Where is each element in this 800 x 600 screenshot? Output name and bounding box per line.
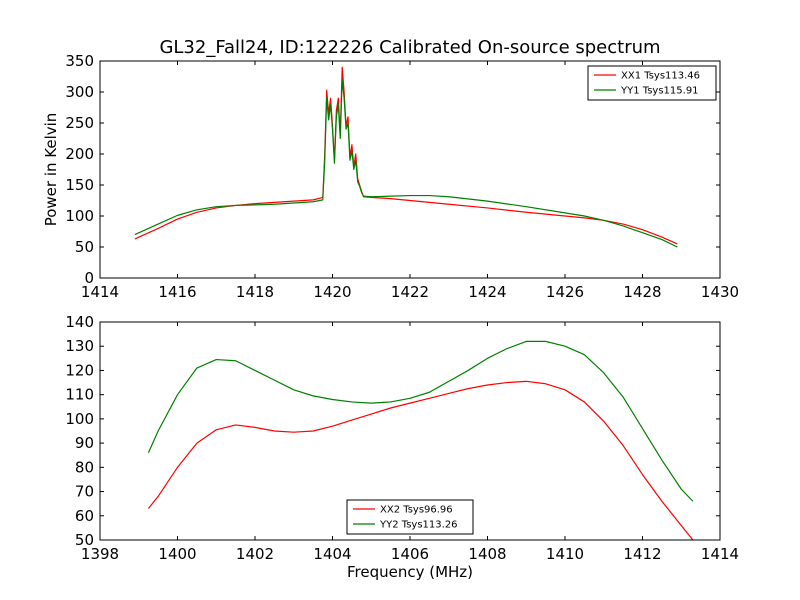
top-x-tick-label: 1420 bbox=[313, 283, 351, 301]
bottom-x-tick-label: 1408 bbox=[468, 545, 506, 563]
bottom-chart: 1398 1400 1402 1404 1406 1408 1410 1412 1414 50 60… bbox=[65, 313, 739, 581]
bottom-x-tick-label: 1398 bbox=[81, 545, 119, 563]
top-x-tick-label: 1418 bbox=[236, 283, 274, 301]
bottom-x-tick-label: 1400 bbox=[158, 545, 196, 563]
bottom-x-axis-label: Frequency (MHz) bbox=[347, 563, 473, 581]
bottom-legend: XX2 Tsys96.96 YY2 Tsys113.26 bbox=[346, 499, 474, 535]
bottom-y-tick-label: 90 bbox=[75, 434, 94, 452]
bottom-x-tick-label: 1414 bbox=[701, 545, 739, 563]
bottom-y-tick-label: 120 bbox=[65, 361, 94, 379]
bottom-x-tick-label: 1402 bbox=[236, 545, 274, 563]
top-y-tick-label: 300 bbox=[65, 83, 94, 101]
bottom-y-tick-label: 130 bbox=[65, 337, 94, 355]
top-x-tick-label: 1422 bbox=[391, 283, 429, 301]
top-chart: 1414 1416 1418 1420 1422 1424 1426 1428 1430 0 50 1… bbox=[42, 52, 739, 301]
bottom-y-tick-label: 70 bbox=[75, 483, 94, 501]
top-y-tick-label: 200 bbox=[65, 145, 94, 163]
bottom-legend-box bbox=[346, 499, 474, 535]
bottom-legend-label-2: YY2 Tsys113.26 bbox=[379, 520, 458, 531]
top-y-tick-label: 100 bbox=[65, 207, 94, 225]
bottom-series-1-line bbox=[147, 380, 694, 540]
bottom-y-tick-label: 110 bbox=[65, 386, 94, 404]
top-y-tick-label: 50 bbox=[75, 238, 94, 256]
top-x-tick-label: 1424 bbox=[468, 283, 506, 301]
top-y-tick-label: 0 bbox=[84, 269, 94, 287]
top-series-1-line bbox=[134, 66, 678, 245]
bottom-x-tick-label: 1412 bbox=[623, 545, 661, 563]
figure-title: GL32_Fall24, ID:122226 Calibrated On-sou… bbox=[159, 37, 660, 58]
bottom-x-tick-label: 1410 bbox=[546, 545, 584, 563]
bottom-y-tick-label: 140 bbox=[65, 313, 94, 331]
top-x-tick-label: 1430 bbox=[701, 283, 739, 301]
top-legend-label-1: XX1 Tsys113.46 bbox=[621, 71, 700, 82]
top-legend-box bbox=[587, 65, 717, 101]
top-legend: XX1 Tsys113.46 YY1 Tsys115.91 bbox=[587, 65, 717, 101]
top-legend-label-2: YY1 Tsys115.91 bbox=[620, 86, 699, 97]
bottom-legend-label-1: XX2 Tsys96.96 bbox=[380, 505, 453, 516]
bottom-x-tick-label: 1406 bbox=[391, 545, 429, 563]
bottom-y-tick-label: 60 bbox=[75, 507, 94, 525]
bottom-x-tick-label: 1404 bbox=[313, 545, 351, 563]
top-x-tick-label: 1428 bbox=[623, 283, 661, 301]
top-y-tick-label: 250 bbox=[65, 114, 94, 132]
bottom-y-tick-label: 50 bbox=[75, 531, 94, 549]
top-x-tick-label: 1426 bbox=[546, 283, 584, 301]
top-series-2-line bbox=[134, 78, 678, 248]
top-x-tick-label: 1416 bbox=[158, 283, 196, 301]
bottom-y-tick-label: 80 bbox=[75, 458, 94, 476]
top-y-tick-label: 150 bbox=[65, 176, 94, 194]
bottom-y-tick-label: 100 bbox=[65, 410, 94, 428]
top-x-tick-label: 1414 bbox=[81, 283, 119, 301]
bottom-series-2-line bbox=[147, 340, 694, 502]
top-y-tick-label: 350 bbox=[65, 52, 94, 70]
top-y-axis-label: Power in Kelvin bbox=[42, 113, 60, 227]
